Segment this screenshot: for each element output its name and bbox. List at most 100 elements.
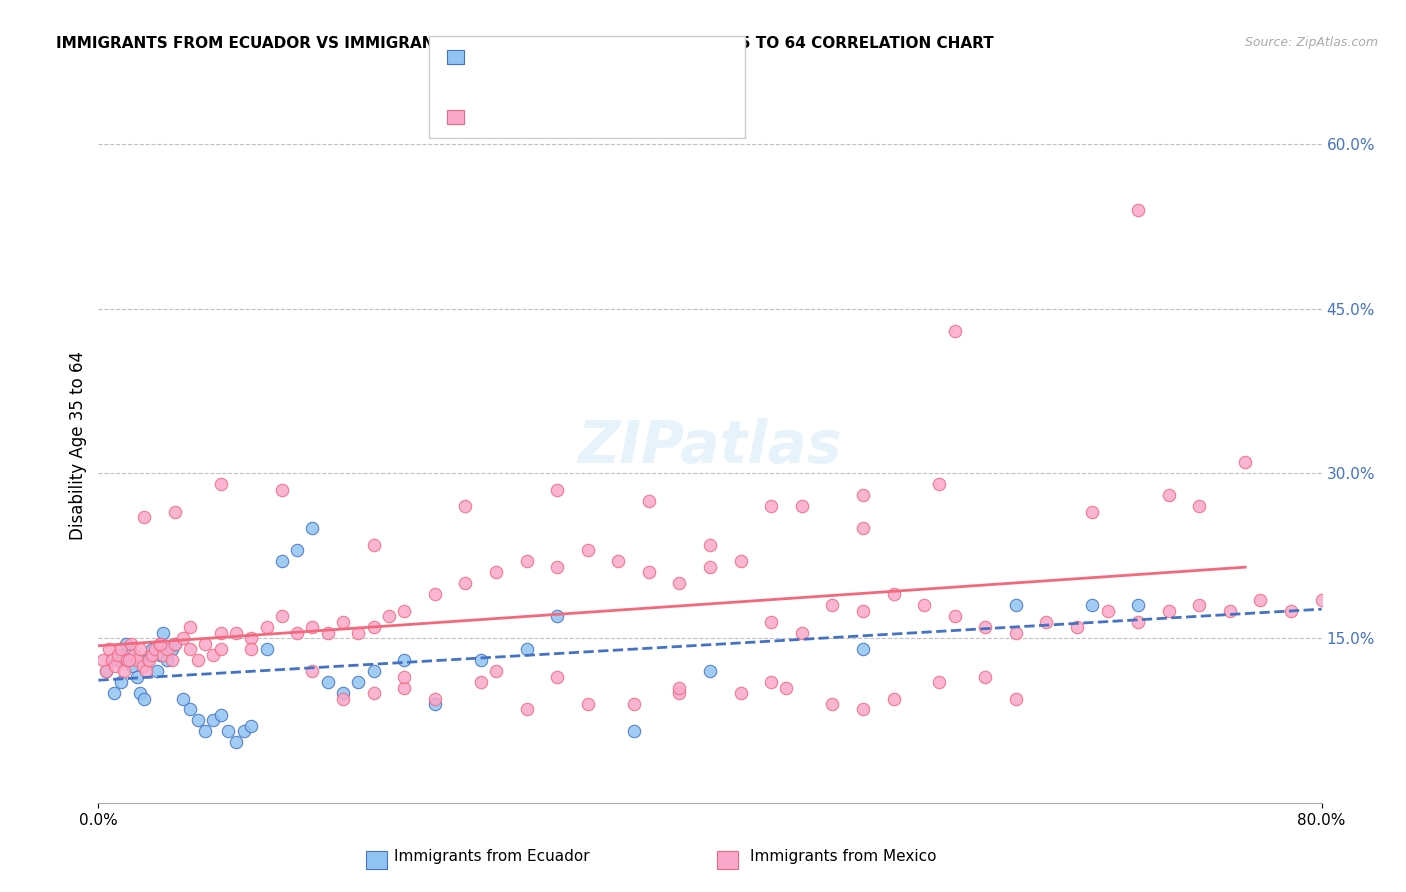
Point xyxy=(668,681,690,695)
Point xyxy=(134,510,156,524)
Point xyxy=(852,642,875,657)
Point xyxy=(152,625,174,640)
Point xyxy=(138,653,160,667)
Text: Immigrants from Ecuador: Immigrants from Ecuador xyxy=(394,849,591,863)
Point xyxy=(392,653,416,667)
Point xyxy=(668,686,690,700)
Point xyxy=(623,724,645,739)
Point xyxy=(668,576,690,591)
Point xyxy=(730,686,752,700)
Point xyxy=(94,664,117,678)
Point xyxy=(516,702,538,716)
Point xyxy=(363,538,385,552)
Text: 0.319: 0.319 xyxy=(496,105,544,120)
Text: ZIPatlas: ZIPatlas xyxy=(578,417,842,475)
Point xyxy=(316,625,339,640)
Point xyxy=(194,724,217,739)
Point xyxy=(347,675,370,690)
Point xyxy=(115,637,138,651)
Point xyxy=(1249,592,1271,607)
Y-axis label: Disability Age 35 to 64: Disability Age 35 to 64 xyxy=(69,351,87,541)
Point xyxy=(160,653,183,667)
Point xyxy=(187,653,209,667)
Point xyxy=(110,675,132,690)
Point xyxy=(1081,505,1104,519)
Point xyxy=(141,648,163,662)
Point xyxy=(134,691,156,706)
Point xyxy=(240,642,263,657)
Point xyxy=(576,543,599,558)
Text: R =: R = xyxy=(460,61,494,76)
Point xyxy=(1157,488,1180,502)
Text: Immigrants from Mexico: Immigrants from Mexico xyxy=(751,849,936,863)
Point xyxy=(392,604,416,618)
Point xyxy=(316,675,339,690)
Point xyxy=(852,702,875,716)
Point xyxy=(392,669,416,683)
Point xyxy=(332,615,354,629)
Point xyxy=(101,653,124,667)
Point xyxy=(790,625,813,640)
Point xyxy=(454,500,477,514)
Point xyxy=(270,483,292,497)
Point xyxy=(225,625,247,640)
Point xyxy=(301,521,323,535)
Point xyxy=(1188,500,1211,514)
Point xyxy=(546,483,568,497)
Point xyxy=(179,620,201,634)
Point xyxy=(141,642,163,657)
Point xyxy=(363,620,385,634)
Point xyxy=(423,587,446,601)
Point xyxy=(332,686,354,700)
Point xyxy=(202,714,225,728)
Point xyxy=(759,675,782,690)
Point xyxy=(1097,604,1119,618)
Point xyxy=(470,675,492,690)
Text: N =: N = xyxy=(548,105,582,120)
Point xyxy=(94,664,117,678)
Point xyxy=(122,648,145,662)
Point xyxy=(1234,455,1257,469)
Point xyxy=(852,521,875,535)
Point xyxy=(1341,587,1364,601)
Text: R =: R = xyxy=(460,105,494,120)
Point xyxy=(623,697,645,711)
Point xyxy=(209,477,232,491)
Point xyxy=(104,658,127,673)
Point xyxy=(883,587,905,601)
Point xyxy=(145,664,167,678)
Point xyxy=(852,488,875,502)
Point xyxy=(163,505,186,519)
Point xyxy=(546,609,568,624)
Point xyxy=(103,686,125,700)
Point xyxy=(699,559,721,574)
Point xyxy=(1219,604,1241,618)
Point xyxy=(1004,625,1026,640)
Point xyxy=(928,675,950,690)
Point xyxy=(149,637,172,651)
Point xyxy=(149,637,172,651)
Point xyxy=(172,631,194,645)
Point xyxy=(928,477,950,491)
Point xyxy=(470,653,492,667)
Point xyxy=(699,538,721,552)
Point xyxy=(392,681,416,695)
Point xyxy=(240,719,263,733)
Point xyxy=(1157,604,1180,618)
Point xyxy=(118,653,141,667)
Point xyxy=(363,664,385,678)
Point xyxy=(546,559,568,574)
Point xyxy=(112,664,135,678)
Point xyxy=(1310,592,1333,607)
Point xyxy=(240,631,263,645)
Point xyxy=(759,500,782,514)
Point xyxy=(1128,615,1150,629)
Point xyxy=(759,615,782,629)
Point xyxy=(187,714,209,728)
Text: 0.092: 0.092 xyxy=(496,61,544,76)
Text: Source: ZipAtlas.com: Source: ZipAtlas.com xyxy=(1244,36,1378,49)
Point xyxy=(270,609,292,624)
Point xyxy=(125,669,148,683)
Point xyxy=(136,653,159,667)
Point xyxy=(179,642,201,657)
